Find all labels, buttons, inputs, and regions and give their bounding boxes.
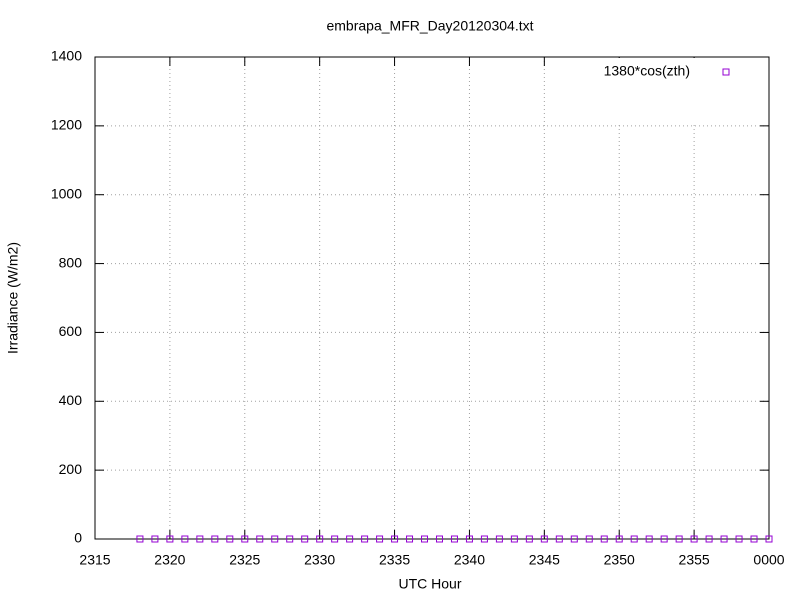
x-tick-label: 2340 [454, 552, 485, 568]
point [361, 535, 369, 543]
point [241, 535, 249, 543]
point [735, 535, 743, 543]
point [585, 535, 593, 543]
point [421, 535, 429, 543]
point [450, 535, 458, 543]
legend-background [562, 58, 768, 124]
y-tick-label: 600 [59, 323, 83, 339]
x-axis-label: UTC Hour [398, 576, 461, 592]
y-axis-label: Irradiance (W/m2) [5, 242, 21, 354]
x-tick-label: 2345 [529, 552, 560, 568]
point [271, 535, 279, 543]
point [196, 535, 204, 543]
point [435, 535, 443, 543]
point [645, 535, 653, 543]
point [510, 535, 518, 543]
chart-title: embrapa_MFR_Day20120304.txt [326, 18, 533, 34]
point [316, 535, 324, 543]
point [391, 535, 399, 543]
point [750, 535, 758, 543]
point [600, 535, 608, 543]
point [690, 535, 698, 543]
x-tick-label: 2320 [154, 552, 185, 568]
point [555, 535, 563, 543]
point [540, 535, 548, 543]
legend-label: 1380*cos(zth) [604, 63, 690, 79]
point [765, 535, 773, 543]
point [675, 535, 683, 543]
x-tick-label: 2325 [229, 552, 260, 568]
point [166, 535, 174, 543]
point [630, 535, 638, 543]
x-tick-label: 2330 [304, 552, 335, 568]
x-tick-label: 2335 [379, 552, 410, 568]
y-tick-label: 1000 [51, 185, 82, 201]
x-tick-label: 2350 [604, 552, 635, 568]
point [331, 535, 339, 543]
y-tick-label: 200 [59, 461, 83, 477]
y-tick-label: 1200 [51, 117, 82, 133]
point [705, 535, 713, 543]
y-tick-label: 800 [59, 254, 83, 270]
point [660, 535, 668, 543]
point [256, 535, 264, 543]
point [376, 535, 384, 543]
point [495, 535, 503, 543]
point [406, 535, 414, 543]
point [465, 535, 473, 543]
x-tick-label: 2315 [79, 552, 110, 568]
point [346, 535, 354, 543]
point [151, 535, 159, 543]
plot-border [94, 56, 770, 540]
point [226, 535, 234, 543]
legend-marker [722, 68, 730, 76]
point [286, 535, 294, 543]
point [480, 535, 488, 543]
point [570, 535, 578, 543]
point [720, 535, 728, 543]
y-tick-label: 400 [59, 392, 83, 408]
point [615, 535, 623, 543]
y-tick-label: 1400 [51, 48, 82, 64]
y-tick-label: 0 [74, 530, 82, 546]
point [211, 535, 219, 543]
x-tick-label: 0000 [753, 552, 784, 568]
x-tick-label: 2355 [679, 552, 710, 568]
point [181, 535, 189, 543]
point [525, 535, 533, 543]
point [136, 535, 144, 543]
point [301, 535, 309, 543]
